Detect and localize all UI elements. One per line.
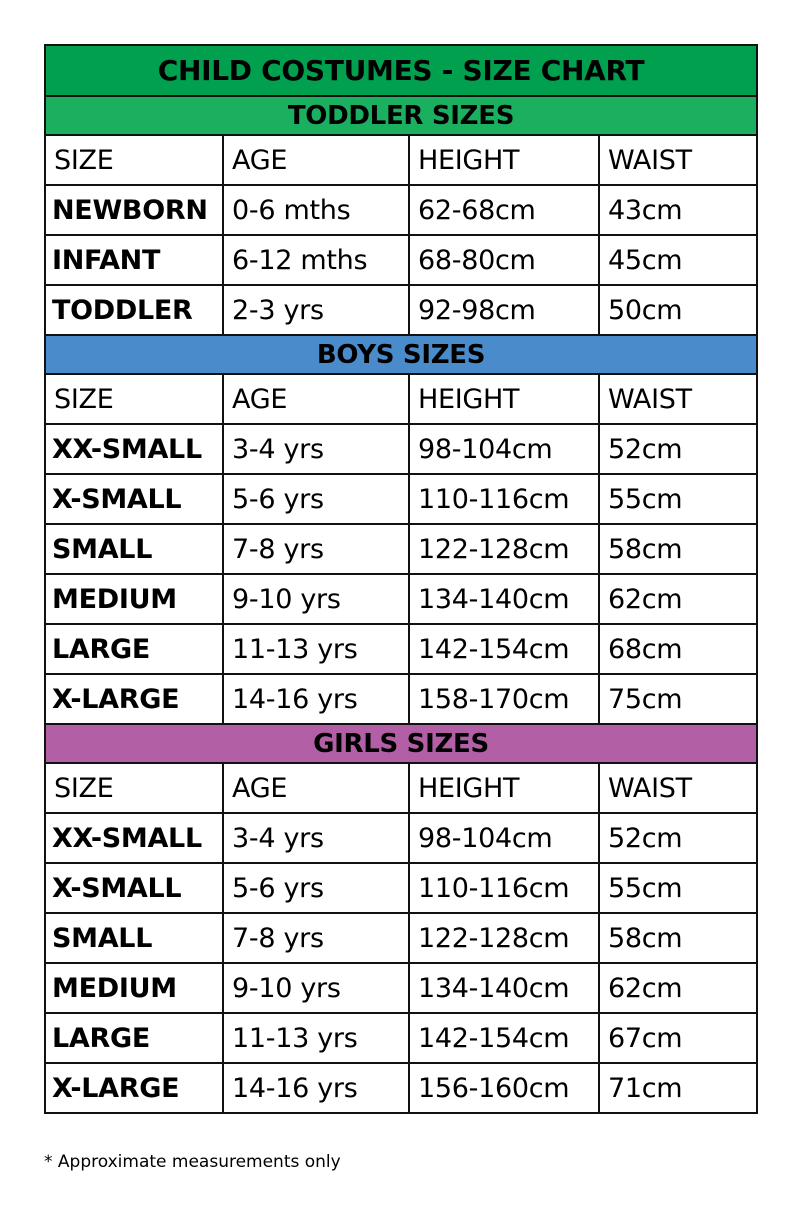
size-cell: XX-SMALL — [44, 423, 224, 475]
height-cell: 156-160cm — [408, 1062, 600, 1114]
column-header: SIZE — [44, 373, 224, 425]
size-cell: X-SMALL — [44, 862, 224, 914]
waist-cell: 52cm — [597, 812, 759, 864]
waist-cell: 75cm — [597, 673, 759, 725]
size-cell: MEDIUM — [44, 962, 224, 1014]
size-cell: TODDLER — [44, 284, 224, 336]
size-cell: X-SMALL — [44, 473, 224, 525]
height-cell: 62-68cm — [408, 184, 600, 236]
table-row: SMALL 7-8 yrs 122-128cm 58cm — [44, 912, 759, 964]
size-cell: LARGE — [44, 1012, 224, 1064]
column-header-row: SIZE AGE HEIGHT WAIST — [44, 762, 759, 814]
age-cell: 3-4 yrs — [222, 423, 410, 475]
height-cell: 98-104cm — [408, 423, 600, 475]
table-row: MEDIUM 9-10 yrs 134-140cm 62cm — [44, 573, 759, 625]
age-cell: 14-16 yrs — [222, 1062, 410, 1114]
waist-cell: 52cm — [597, 423, 759, 475]
height-cell: 110-116cm — [408, 473, 600, 525]
size-cell: SMALL — [44, 912, 224, 964]
column-header: HEIGHT — [408, 134, 600, 186]
table-row: X-SMALL 5-6 yrs 110-116cm 55cm — [44, 473, 759, 525]
waist-cell: 68cm — [597, 623, 759, 675]
waist-cell: 67cm — [597, 1012, 759, 1064]
table-row: XX-SMALL 3-4 yrs 98-104cm 52cm — [44, 423, 759, 475]
table-row: NEWBORN 0-6 mths 62-68cm 43cm — [44, 184, 759, 236]
height-cell: 68-80cm — [408, 234, 600, 286]
height-cell: 142-154cm — [408, 623, 600, 675]
column-header: AGE — [222, 134, 410, 186]
footnote: * Approximate measurements only — [44, 1152, 341, 1172]
table-row: X-SMALL 5-6 yrs 110-116cm 55cm — [44, 862, 759, 914]
size-cell: MEDIUM — [44, 573, 224, 625]
age-cell: 14-16 yrs — [222, 673, 410, 725]
age-cell: 5-6 yrs — [222, 862, 410, 914]
column-header: HEIGHT — [408, 373, 600, 425]
column-header: AGE — [222, 762, 410, 814]
column-header-row: SIZE AGE HEIGHT WAIST — [44, 373, 759, 425]
height-cell: 134-140cm — [408, 962, 600, 1014]
table-row: LARGE 11-13 yrs 142-154cm 68cm — [44, 623, 759, 675]
section-header-toddler: TODDLER SIZES — [43, 95, 759, 136]
age-cell: 7-8 yrs — [222, 523, 410, 575]
waist-cell: 58cm — [597, 523, 759, 575]
age-cell: 11-13 yrs — [222, 1012, 410, 1064]
column-header: SIZE — [44, 762, 224, 814]
age-cell: 2-3 yrs — [222, 284, 410, 336]
waist-cell: 71cm — [597, 1062, 759, 1114]
age-cell: 3-4 yrs — [222, 812, 410, 864]
size-cell: X-LARGE — [44, 1062, 224, 1114]
age-cell: 9-10 yrs — [222, 962, 410, 1014]
waist-cell: 58cm — [597, 912, 759, 964]
size-cell: INFANT — [44, 234, 224, 286]
waist-cell: 43cm — [597, 184, 759, 236]
height-cell: 110-116cm — [408, 862, 600, 914]
height-cell: 92-98cm — [408, 284, 600, 336]
age-cell: 0-6 mths — [222, 184, 410, 236]
age-cell: 9-10 yrs — [222, 573, 410, 625]
waist-cell: 62cm — [597, 573, 759, 625]
column-header: WAIST — [597, 373, 759, 425]
waist-cell: 55cm — [597, 473, 759, 525]
section-header-girls: GIRLS SIZES — [43, 723, 759, 764]
table-row: X-LARGE 14-16 yrs 158-170cm 75cm — [44, 673, 759, 725]
age-cell: 7-8 yrs — [222, 912, 410, 964]
size-cell: SMALL — [44, 523, 224, 575]
waist-cell: 45cm — [597, 234, 759, 286]
table-row: XX-SMALL 3-4 yrs 98-104cm 52cm — [44, 812, 759, 864]
column-header: SIZE — [44, 134, 224, 186]
column-header: WAIST — [597, 762, 759, 814]
table-row: SMALL 7-8 yrs 122-128cm 58cm — [44, 523, 759, 575]
height-cell: 158-170cm — [408, 673, 600, 725]
height-cell: 122-128cm — [408, 912, 600, 964]
table-row: INFANT 6-12 mths 68-80cm 45cm — [44, 234, 759, 286]
size-cell: X-LARGE — [44, 673, 224, 725]
height-cell: 122-128cm — [408, 523, 600, 575]
column-header: AGE — [222, 373, 410, 425]
column-header: WAIST — [597, 134, 759, 186]
height-cell: 98-104cm — [408, 812, 600, 864]
table-row: TODDLER 2-3 yrs 92-98cm 50cm — [44, 284, 759, 336]
size-cell: XX-SMALL — [44, 812, 224, 864]
column-header-row: SIZE AGE HEIGHT WAIST — [44, 134, 759, 186]
height-cell: 134-140cm — [408, 573, 600, 625]
age-cell: 6-12 mths — [222, 234, 410, 286]
chart-title: CHILD COSTUMES - SIZE CHART — [43, 44, 759, 97]
waist-cell: 50cm — [597, 284, 759, 336]
table-row: X-LARGE 14-16 yrs 156-160cm 71cm — [44, 1062, 759, 1114]
age-cell: 11-13 yrs — [222, 623, 410, 675]
section-header-boys: BOYS SIZES — [43, 334, 759, 375]
table-row: LARGE 11-13 yrs 142-154cm 67cm — [44, 1012, 759, 1064]
waist-cell: 62cm — [597, 962, 759, 1014]
size-chart-table: CHILD COSTUMES - SIZE CHART TODDLER SIZE… — [43, 44, 759, 1114]
table-row: MEDIUM 9-10 yrs 134-140cm 62cm — [44, 962, 759, 1014]
column-header: HEIGHT — [408, 762, 600, 814]
age-cell: 5-6 yrs — [222, 473, 410, 525]
height-cell: 142-154cm — [408, 1012, 600, 1064]
waist-cell: 55cm — [597, 862, 759, 914]
size-cell: NEWBORN — [44, 184, 224, 236]
size-cell: LARGE — [44, 623, 224, 675]
